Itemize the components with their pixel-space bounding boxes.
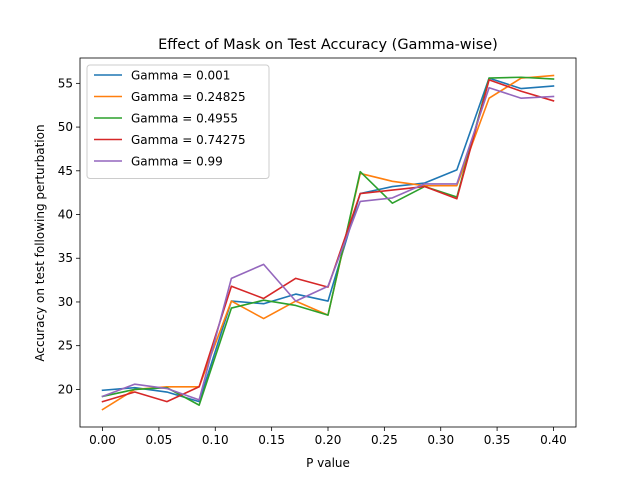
legend-label: Gamma = 0.001	[131, 69, 230, 83]
legend-label: Gamma = 0.99	[131, 155, 223, 169]
chart-title: Effect of Mask on Test Accuracy (Gamma-w…	[158, 37, 498, 53]
y-axis-ticks: 20 25 30 35 40 45 50 55	[58, 76, 80, 396]
y-tick-label: 20	[58, 382, 73, 396]
x-tick-label: 0.25	[371, 433, 398, 447]
y-axis-label: Accuracy on test following perturbation	[33, 124, 47, 361]
legend-label: Gamma = 0.24825	[131, 90, 246, 104]
x-tick-label: 0.15	[258, 433, 285, 447]
legend-label: Gamma = 0.74275	[131, 133, 246, 147]
legend: Gamma = 0.001 Gamma = 0.24825 Gamma = 0.49…	[86, 64, 270, 179]
x-tick-label: 0.20	[315, 433, 342, 447]
y-tick-label: 25	[58, 339, 73, 353]
legend-box	[86, 64, 270, 179]
x-tick-label: 0.35	[484, 433, 511, 447]
y-tick-label: 40	[58, 208, 73, 222]
y-tick-label: 50	[58, 120, 73, 134]
series-line-1	[101, 77, 555, 403]
y-tick-label: 55	[58, 76, 73, 90]
x-axis-label: P value	[306, 456, 350, 470]
axes-spines	[79, 57, 577, 428]
legend-label: Gamma = 0.4955	[131, 112, 238, 126]
x-tick-label: 0.40	[540, 433, 567, 447]
x-axis-ticks: 0.00 0.05 0.10 0.15 0.20 0.25 0.30 0.35 0.40	[89, 427, 567, 447]
y-tick-label: 35	[58, 251, 73, 265]
x-tick-label: 0.05	[146, 433, 173, 447]
series-lines	[101, 74, 555, 411]
y-tick-label: 45	[58, 164, 73, 178]
x-tick-label: 0.10	[202, 433, 229, 447]
x-tick-label: 0.30	[427, 433, 454, 447]
x-tick-label: 0.00	[89, 433, 116, 447]
series-line-5	[101, 86, 555, 401]
y-tick-label: 30	[58, 295, 73, 309]
axes-frame	[79, 57, 577, 428]
